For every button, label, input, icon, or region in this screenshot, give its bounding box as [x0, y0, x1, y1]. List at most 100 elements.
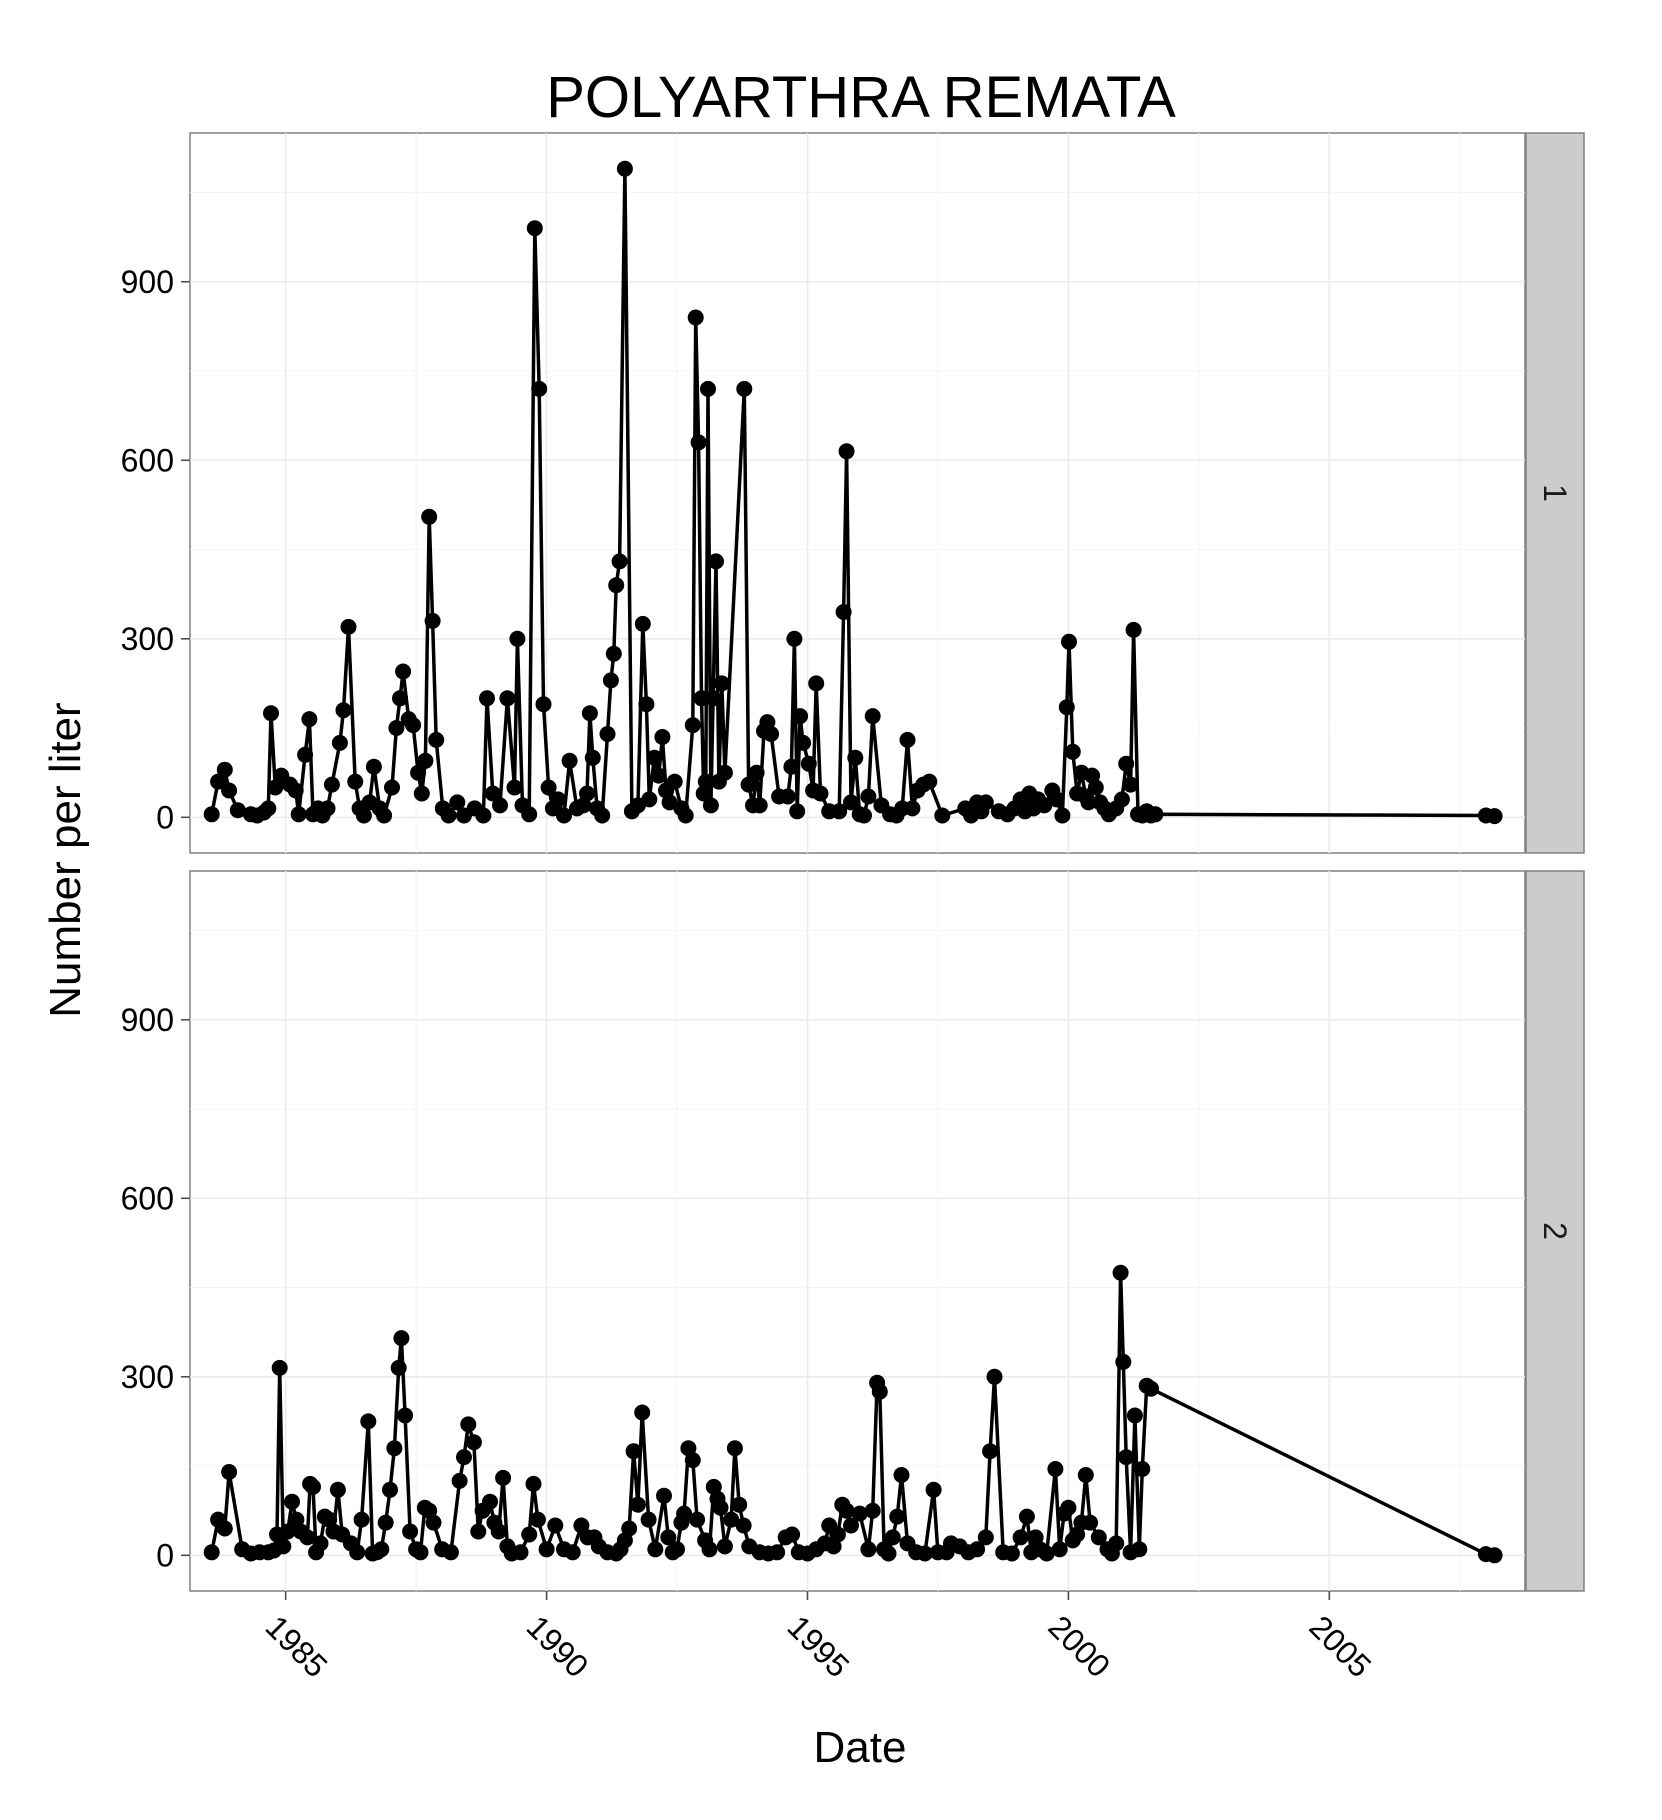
data-point	[329, 1481, 346, 1498]
data-point	[735, 1517, 752, 1534]
data-point	[594, 807, 611, 824]
data-point	[449, 794, 466, 811]
x-axis: 1985 1990 1995 2000 2005	[259, 1591, 1378, 1684]
data-point	[1082, 1514, 1099, 1531]
data-point	[690, 434, 707, 451]
data-point	[526, 220, 543, 237]
data-point	[465, 1434, 482, 1451]
data-point	[1118, 1449, 1135, 1466]
data-point	[451, 1472, 468, 1489]
data-point	[792, 708, 809, 725]
data-point	[492, 797, 508, 814]
panel-background	[189, 132, 1526, 854]
data-point	[521, 806, 538, 823]
data-point	[982, 1443, 999, 1460]
data-point	[319, 800, 336, 817]
y-tick-label: 600	[121, 1180, 174, 1216]
data-point	[376, 807, 393, 824]
data-point	[763, 726, 780, 742]
data-point	[1115, 1353, 1132, 1370]
y-axis-title: Number per liter	[41, 702, 90, 1017]
data-point	[290, 806, 307, 823]
data-point	[460, 1416, 477, 1433]
data-point	[203, 806, 220, 823]
data-point	[1147, 806, 1164, 823]
data-point	[1048, 791, 1065, 808]
data-point	[1090, 1529, 1107, 1546]
data-point	[573, 1517, 590, 1534]
data-point	[641, 791, 658, 808]
data-point	[851, 1505, 868, 1522]
data-point	[397, 1407, 414, 1424]
data-point	[331, 734, 348, 751]
facet-panels: 0 300 600 900 1 0 300 600 900 2	[121, 132, 1585, 1592]
data-point	[1131, 1541, 1148, 1558]
data-point	[1143, 1380, 1159, 1397]
data-point	[1122, 776, 1139, 793]
data-point	[499, 690, 516, 707]
data-point	[297, 746, 314, 763]
data-point	[1047, 1461, 1064, 1477]
data-point	[748, 764, 765, 781]
data-point	[1077, 1467, 1094, 1483]
data-point	[843, 1517, 859, 1534]
data-point	[556, 807, 572, 824]
data-point	[229, 802, 246, 819]
data-point	[625, 1443, 642, 1460]
data-point	[440, 807, 457, 824]
data-point	[654, 729, 671, 745]
data-point	[561, 752, 578, 769]
data-point	[708, 553, 724, 570]
data-point	[808, 675, 825, 692]
data-point	[843, 794, 859, 811]
data-point	[689, 1511, 706, 1528]
data-point	[377, 1514, 394, 1531]
data-point	[977, 794, 994, 811]
data-point	[731, 1496, 748, 1513]
data-point	[1064, 743, 1081, 760]
data-point	[899, 731, 916, 748]
data-point	[410, 764, 427, 781]
data-point	[1126, 1407, 1143, 1424]
data-point	[934, 807, 951, 824]
data-point	[1125, 621, 1142, 638]
data-point	[384, 779, 400, 796]
data-point	[864, 708, 881, 725]
data-point	[847, 749, 864, 766]
data-point	[1051, 1541, 1068, 1558]
data-point	[702, 797, 719, 814]
data-point	[795, 734, 812, 751]
data-point	[456, 1449, 472, 1466]
data-point	[723, 1511, 740, 1528]
data-point	[860, 1541, 877, 1558]
data-point	[800, 755, 817, 772]
data-point	[647, 1541, 664, 1558]
data-point	[1486, 1547, 1503, 1564]
data-point	[221, 1464, 238, 1480]
data-point	[716, 1538, 733, 1555]
data-point	[413, 785, 430, 802]
data-point	[424, 612, 441, 629]
data-point	[564, 1544, 581, 1561]
data-point	[301, 711, 318, 728]
data-point	[271, 1359, 288, 1376]
data-point	[1060, 1499, 1077, 1516]
data-point	[700, 380, 716, 397]
data-point	[634, 1404, 651, 1421]
data-point	[1113, 791, 1130, 808]
x-axis-title: Date	[814, 1723, 907, 1772]
data-point	[260, 800, 277, 817]
data-point	[616, 160, 633, 177]
data-point	[395, 663, 412, 680]
data-point	[666, 773, 683, 790]
data-point	[1108, 1535, 1125, 1552]
data-point	[660, 1529, 677, 1546]
data-point	[740, 776, 757, 793]
data-point	[263, 705, 279, 722]
data-point	[871, 1383, 888, 1400]
data-point	[312, 1535, 329, 1552]
data-point	[605, 645, 622, 662]
data-point	[864, 1502, 881, 1519]
data-point	[1087, 779, 1104, 796]
